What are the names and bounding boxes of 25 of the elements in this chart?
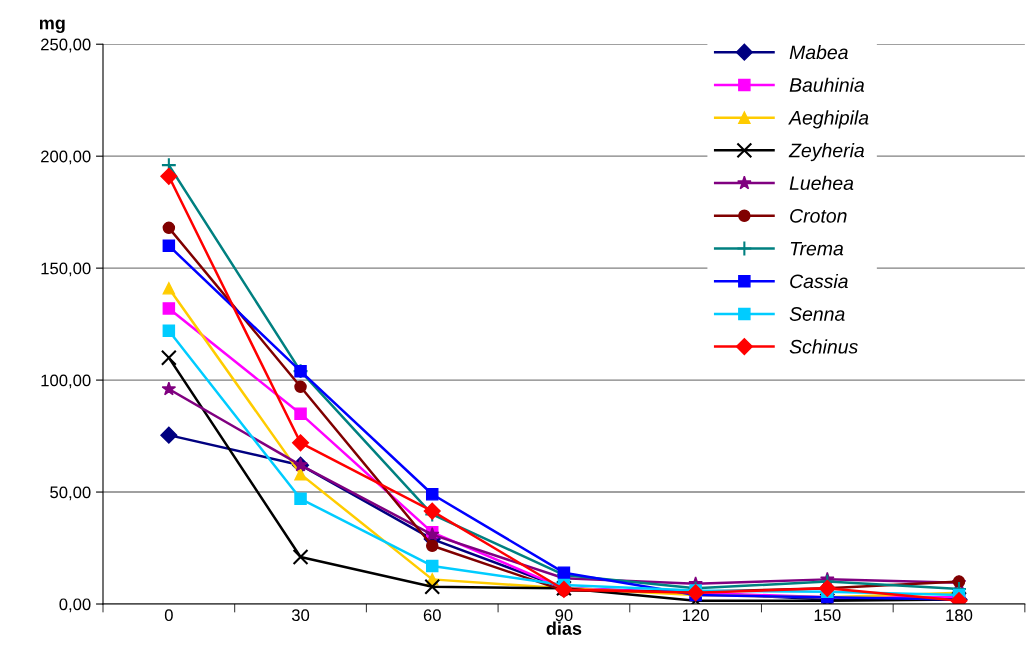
legend-label: Bauhinia [789, 77, 865, 92]
legend-label: Mabea [789, 44, 848, 60]
legend-label: Schinus [789, 339, 858, 354]
legend-label: Trema [790, 241, 844, 256]
x-tick-label: 30 [291, 609, 310, 622]
y-tick-label: 0,00 [59, 598, 91, 613]
legend-label: Cassia [790, 273, 848, 289]
y-axis-title: mg [39, 19, 65, 34]
legend-label: Luehea [789, 175, 854, 191]
y-tick-label: 250,00 [41, 38, 91, 53]
legend-label: Zeyheria [788, 143, 865, 162]
legend-label: Croton [790, 208, 847, 223]
x-axis-title: dias [546, 621, 582, 635]
y-tick-label: 50,00 [50, 486, 91, 501]
x-tick-label: 180 [946, 609, 973, 622]
y-tick-label: 100,00 [41, 374, 91, 389]
legend-label: Aeghipila [788, 110, 869, 129]
x-tick-label: 120 [682, 609, 709, 622]
x-tick-label: 150 [814, 609, 841, 622]
y-tick-label: 150,00 [41, 262, 91, 277]
x-tick-label: 60 [423, 609, 441, 622]
legend-label: Senna [789, 307, 845, 321]
x-tick-label: 90 [555, 609, 573, 622]
y-tick-label: 200,00 [41, 150, 91, 165]
x-tick-label: 0 [164, 609, 173, 622]
